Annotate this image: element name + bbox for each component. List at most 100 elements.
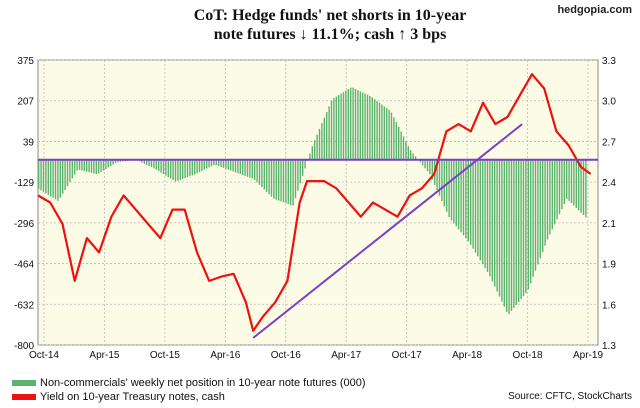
net-position-bar [395,122,397,160]
net-position-bar [114,159,117,164]
right-tick-label: 2.7 [602,137,616,148]
net-position-bar [354,88,357,160]
x-tick-label: Oct-14 [29,350,59,361]
net-position-bar [210,159,213,167]
net-position-bar [95,159,97,175]
net-position-bar [575,159,577,208]
net-position-bar [386,108,388,160]
net-position-bar [146,159,148,165]
net-position-bar [177,159,179,181]
net-position-bar [400,131,402,160]
net-position-bar [244,159,246,176]
net-position-bar [503,159,505,307]
net-position-bar [482,159,484,265]
net-position-bar [359,91,361,160]
net-position-bar [520,159,522,300]
net-position-bar [419,159,421,163]
net-position-bar [318,128,321,160]
net-position-bar [280,159,282,202]
net-position-bar [486,159,489,272]
net-position-bar [42,159,45,192]
net-position-bar [371,97,373,160]
net-position-bar [410,150,412,160]
net-position-bar [52,159,54,198]
net-position-bar [474,159,477,253]
net-position-bar [477,159,479,257]
net-position-bar [429,159,431,175]
net-position-bar [93,159,95,174]
yield-line [37,73,592,332]
net-position-bar [220,159,222,167]
net-position-bar [148,159,150,166]
net-position-bar [237,159,239,174]
net-position-bar [508,159,510,314]
net-position-bar [69,159,71,183]
net-position-bar [285,159,287,204]
net-position-bar [45,159,47,194]
net-position-bar [498,159,501,297]
x-tick-label: Apr-18 [452,350,482,361]
net-position-bar [378,102,381,160]
left-tick-label: -296 [14,219,34,230]
net-position-bar [100,159,102,173]
net-position-bar [563,159,565,205]
net-position-bar [522,159,525,297]
net-position-bar [347,89,349,160]
x-tick-label: Apr-15 [89,350,119,361]
x-tick-label: Apr-16 [210,350,240,361]
left-tick-label: 375 [17,56,34,67]
net-position-bar [38,159,40,189]
net-position-bar [227,159,229,170]
net-position-bar [297,159,299,191]
x-tick-label: Apr-17 [331,350,361,361]
net-position-bar [299,159,301,184]
net-position-bar [239,159,241,175]
net-position-bar [462,159,465,236]
net-position-bar [513,159,515,308]
net-position-bar [374,99,376,160]
net-position-bar [542,159,544,252]
source-note: Source: CFTC, StockCharts [508,391,632,402]
net-position-bar [438,159,441,196]
left-tick-label: 207 [17,97,34,108]
net-position-bar [470,159,472,245]
net-position-bar [155,159,157,170]
net-position-bar [544,159,546,246]
net-position-bar [309,153,311,160]
net-position-bar [165,159,167,176]
net-position-bar [321,123,323,160]
net-position-bar [484,159,486,269]
net-position-bar [570,159,573,204]
net-position-bar [458,159,460,230]
net-position-bar [206,159,208,169]
net-position-bar [64,159,66,190]
net-position-bar [340,93,342,160]
net-position-bar [530,159,532,284]
right-tick-label: 3.0 [602,97,616,108]
net-position-bar [460,159,462,233]
net-position-bar [83,159,85,172]
net-position-bar [40,159,42,191]
net-position-bar [436,159,438,191]
net-position-bar [566,159,568,200]
net-position-bar [88,159,90,173]
net-position-bar [578,159,580,211]
net-position-bar [275,159,277,200]
net-position-bar [501,159,503,302]
right-tick-label: 1.3 [602,341,616,352]
net-position-bar [496,159,498,292]
legend-item-net-position: Non-commercials' weekly net position in … [12,377,366,389]
net-position-bar [534,159,537,271]
net-position-bar [390,112,393,160]
net-position-bar [222,159,225,168]
net-position-bar [107,159,109,168]
net-position-bar [213,159,215,166]
net-position-bar [143,159,145,164]
net-position-bar [218,159,220,167]
net-position-bar [551,159,553,230]
net-position-bar [270,159,273,197]
net-position-bar [290,159,292,205]
net-position-bar [422,159,424,166]
net-position-bar [54,159,57,200]
